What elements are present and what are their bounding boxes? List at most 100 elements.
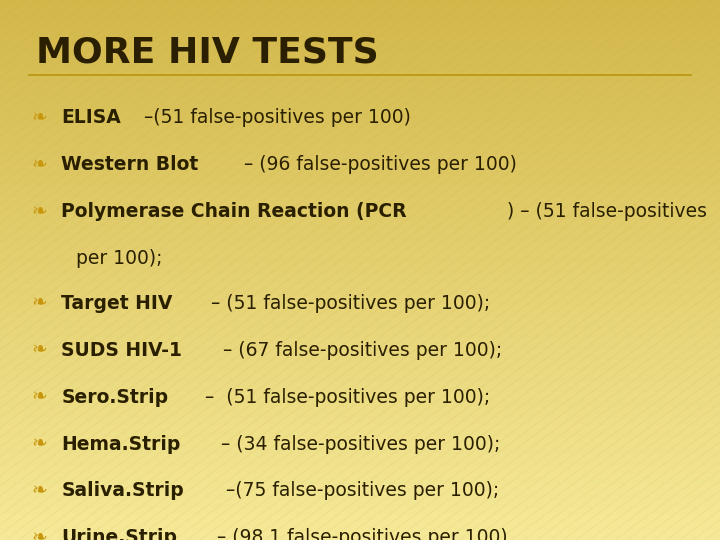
Bar xyxy=(0,204,720,205)
Text: ❧: ❧ xyxy=(32,482,48,501)
Bar xyxy=(0,117,720,119)
Text: ELISA: ELISA xyxy=(61,108,121,127)
Bar xyxy=(0,254,720,255)
Bar xyxy=(0,315,720,317)
Bar xyxy=(0,83,720,85)
Bar xyxy=(0,115,720,117)
Bar xyxy=(0,120,720,123)
Bar xyxy=(0,54,720,56)
Text: –(75 false-positives per 100);: –(75 false-positives per 100); xyxy=(220,482,499,501)
Bar xyxy=(0,455,720,457)
Bar xyxy=(0,342,720,344)
Bar xyxy=(0,166,720,167)
Bar xyxy=(0,299,720,301)
Bar xyxy=(0,331,720,333)
Bar xyxy=(0,162,720,164)
Bar xyxy=(0,288,720,290)
Bar xyxy=(0,369,720,371)
Bar xyxy=(0,12,720,15)
Bar xyxy=(0,302,720,304)
Text: ) – (51 false-positives: ) – (51 false-positives xyxy=(507,202,707,221)
Bar xyxy=(0,58,720,59)
Bar xyxy=(0,373,720,374)
Bar xyxy=(0,525,720,528)
Bar xyxy=(0,239,720,241)
Bar xyxy=(0,50,720,52)
Bar xyxy=(0,221,720,223)
Text: – (98.1 false-positives per 100): – (98.1 false-positives per 100) xyxy=(211,529,508,540)
Bar xyxy=(0,34,720,36)
Bar xyxy=(0,22,720,23)
Bar xyxy=(0,515,720,517)
Bar xyxy=(0,366,720,367)
Bar xyxy=(0,380,720,382)
Text: ❧: ❧ xyxy=(32,202,48,221)
Bar xyxy=(0,428,720,430)
Bar xyxy=(0,409,720,410)
Bar xyxy=(0,457,720,459)
Text: ❧: ❧ xyxy=(32,388,48,407)
Bar xyxy=(0,27,720,29)
Text: Saliva.Strip: Saliva.Strip xyxy=(61,482,184,501)
Bar xyxy=(0,427,720,428)
Bar xyxy=(0,522,720,524)
Bar xyxy=(0,420,720,421)
Bar xyxy=(0,182,720,184)
Bar xyxy=(0,274,720,275)
Bar xyxy=(0,484,720,486)
Bar xyxy=(0,443,720,444)
Bar xyxy=(0,255,720,258)
Bar xyxy=(0,528,720,529)
Bar xyxy=(0,133,720,135)
Bar xyxy=(0,517,720,518)
Bar xyxy=(0,193,720,194)
Bar xyxy=(0,290,720,292)
Bar xyxy=(0,39,720,42)
Bar xyxy=(0,205,720,207)
Bar xyxy=(0,59,720,61)
Bar xyxy=(0,245,720,247)
Bar xyxy=(0,275,720,277)
Bar xyxy=(0,520,720,522)
Bar xyxy=(0,218,720,220)
Bar xyxy=(0,231,720,232)
Bar xyxy=(0,482,720,484)
Bar xyxy=(0,137,720,139)
Bar xyxy=(0,313,720,315)
Bar xyxy=(0,518,720,520)
Bar xyxy=(0,261,720,263)
Bar xyxy=(0,157,720,158)
Bar xyxy=(0,250,720,252)
Bar xyxy=(0,4,720,5)
Bar xyxy=(0,475,720,477)
Bar xyxy=(0,103,720,104)
Bar xyxy=(0,425,720,427)
Bar xyxy=(0,493,720,495)
Bar xyxy=(0,414,720,416)
Bar xyxy=(0,108,720,110)
Bar xyxy=(0,297,720,299)
Bar xyxy=(0,358,720,360)
Bar xyxy=(0,147,720,150)
Bar xyxy=(0,86,720,88)
Bar xyxy=(0,529,720,531)
Bar xyxy=(0,259,720,261)
Bar xyxy=(0,99,720,101)
Bar xyxy=(0,139,720,140)
Bar xyxy=(0,238,720,239)
Bar xyxy=(0,319,720,320)
Bar xyxy=(0,113,720,115)
Bar xyxy=(0,312,720,313)
Bar xyxy=(0,38,720,39)
Bar xyxy=(0,394,720,396)
Bar xyxy=(0,263,720,265)
Bar xyxy=(0,412,720,414)
Bar xyxy=(0,97,720,99)
Bar xyxy=(0,355,720,356)
Bar xyxy=(0,173,720,174)
Bar xyxy=(0,164,720,166)
Bar xyxy=(0,36,720,38)
Text: ❧: ❧ xyxy=(32,294,48,313)
Bar xyxy=(0,178,720,180)
Text: – (96 false-positives per 100): – (96 false-positives per 100) xyxy=(238,155,517,174)
